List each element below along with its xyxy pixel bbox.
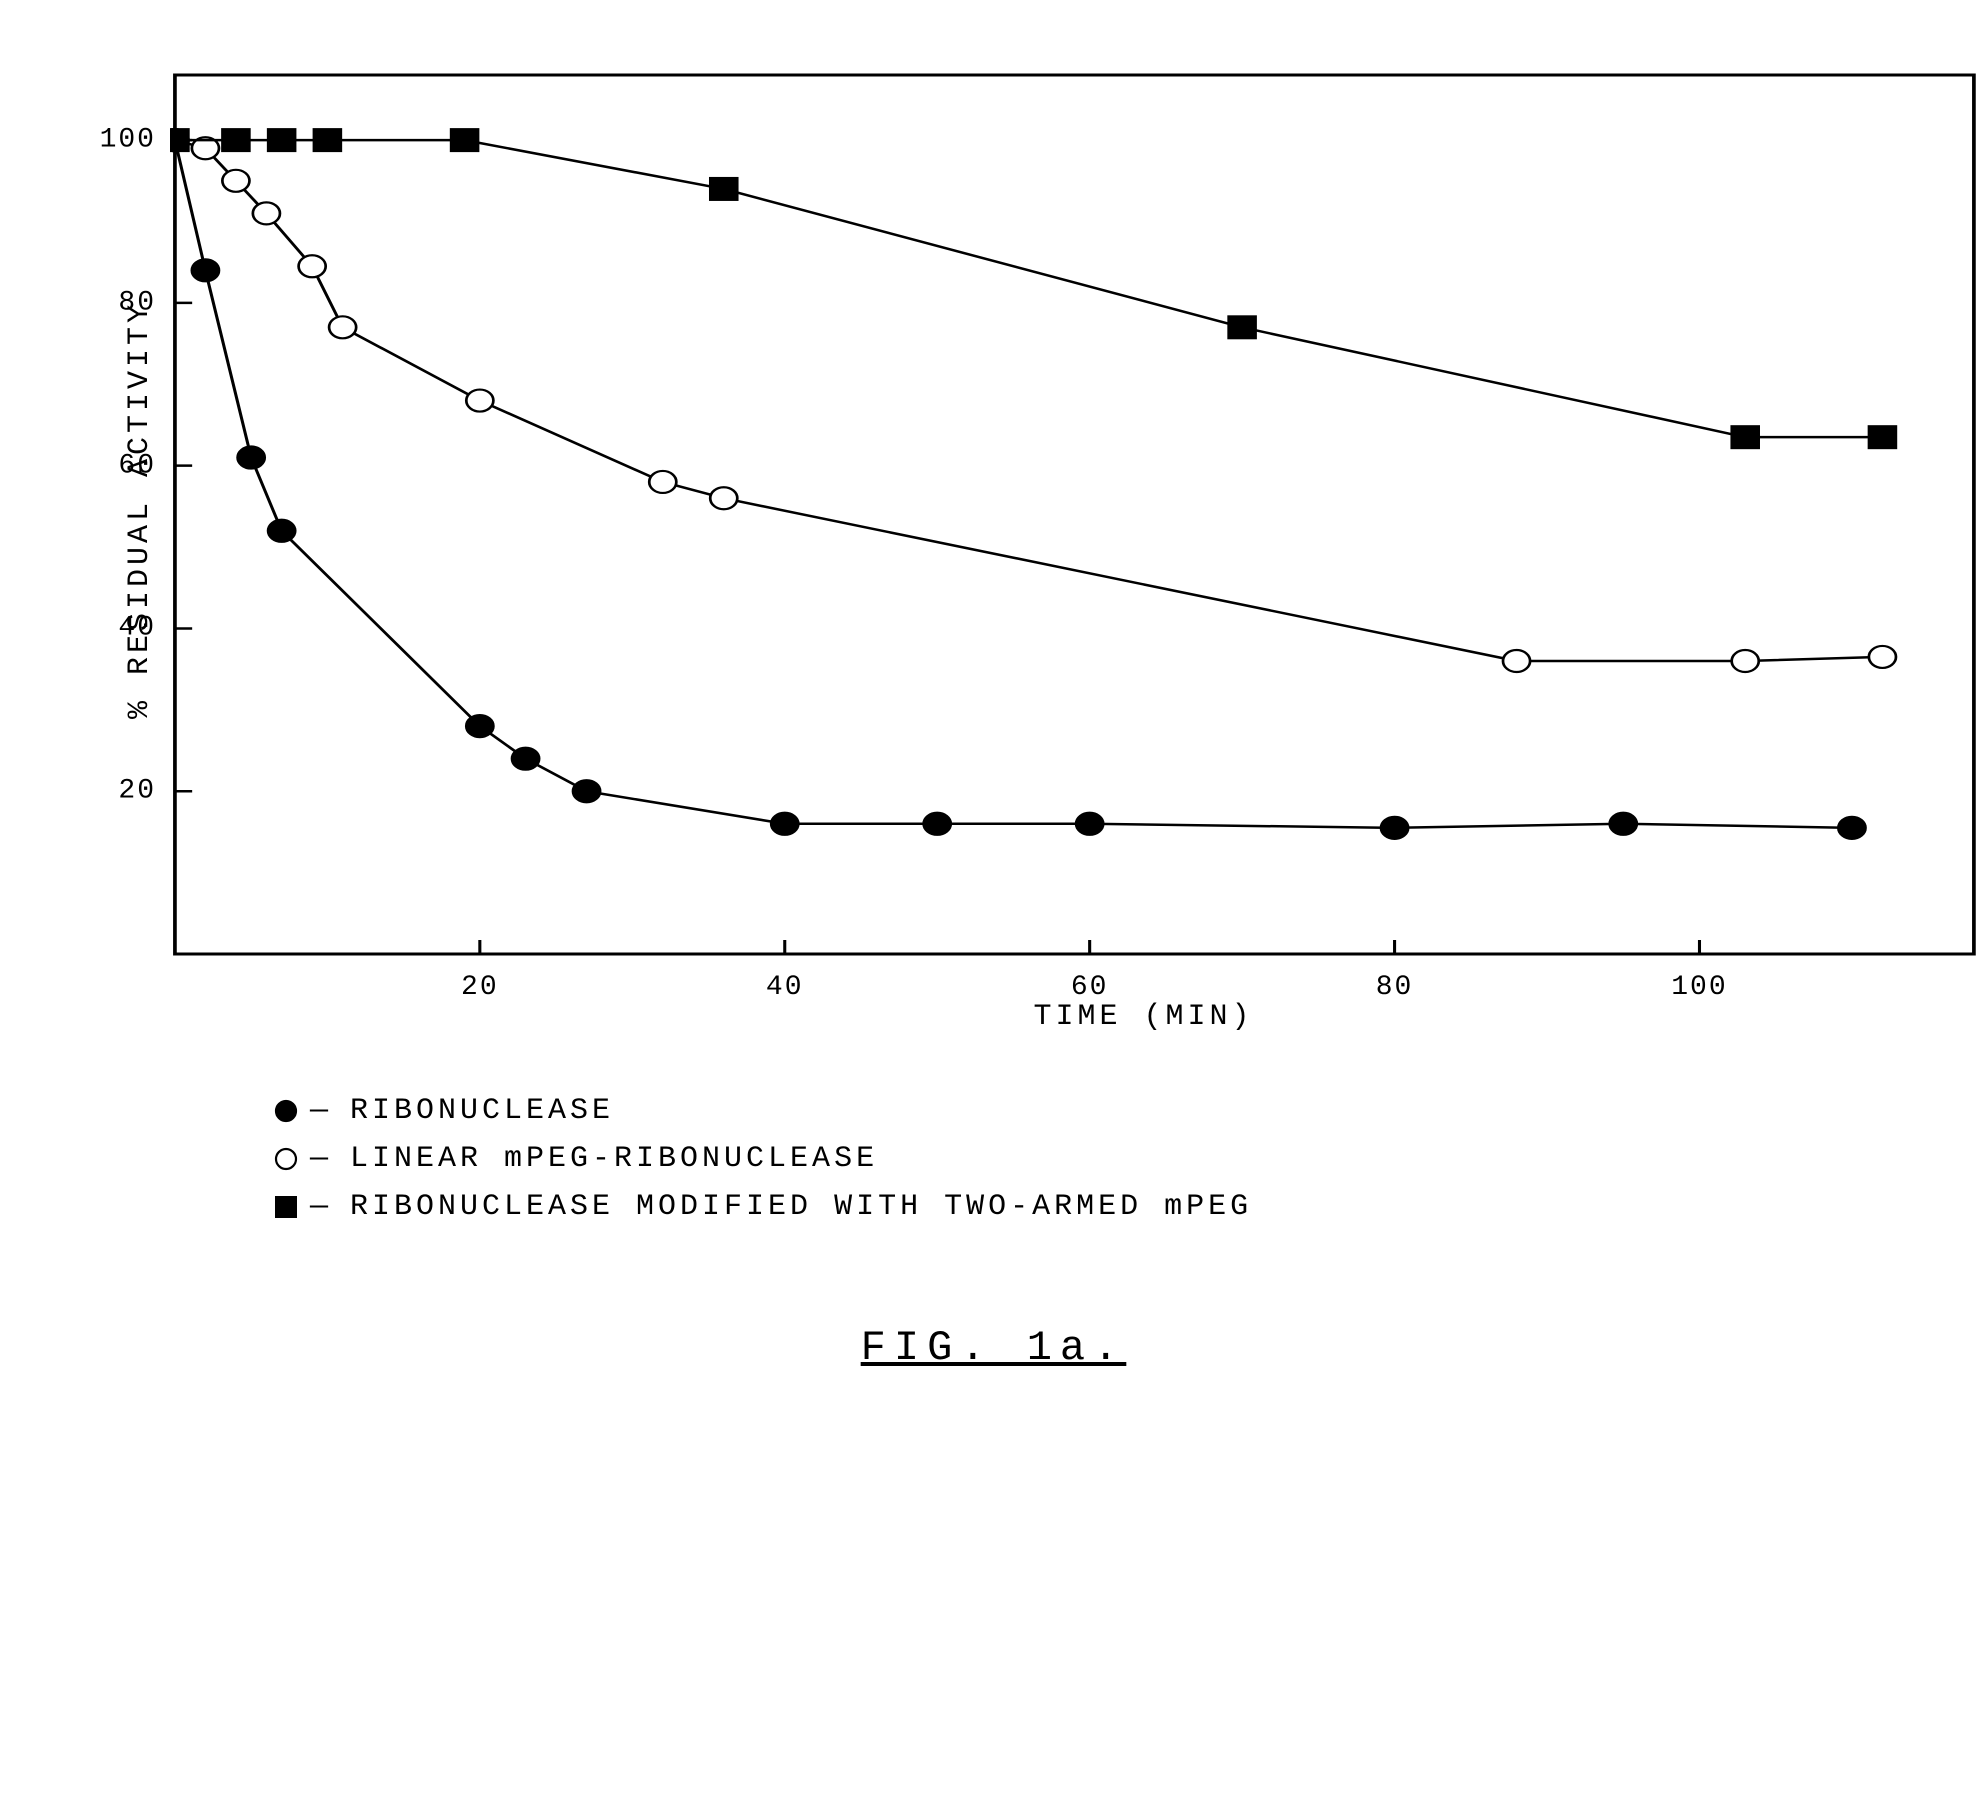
y-tick-label: 60 [118, 450, 156, 481]
legend-label: LINEAR mPEG-RIBONUCLEASE [350, 1142, 878, 1176]
chart-svg [170, 60, 1987, 960]
legend-label: RIBONUCLEASE MODIFIED WITH TWO-ARMED mPE… [350, 1190, 1252, 1224]
legend-label: RIBONUCLEASE [350, 1094, 614, 1128]
plot-area: % RESIDUAL ACTIVITY 20406080100 20406080… [170, 60, 1987, 960]
x-tick-label: 80 [1376, 972, 1414, 1003]
y-tick-label: 20 [118, 776, 156, 807]
filled-square-icon [270, 1191, 302, 1223]
legend-item-ribonuclease: —RIBONUCLEASE [270, 1094, 1917, 1128]
legend-item-two-armed-mpeg: —RIBONUCLEASE MODIFIED WITH TWO-ARMED mP… [270, 1190, 1917, 1224]
legend-item-linear-mpeg: —LINEAR mPEG-RIBONUCLEASE [270, 1142, 1917, 1176]
x-tick-label: 40 [766, 972, 804, 1003]
y-tick-label: 40 [118, 613, 156, 644]
filled-circle-icon [270, 1095, 302, 1127]
x-tick-label: 60 [1071, 972, 1109, 1003]
series-ribonuclease [170, 129, 1865, 839]
series-linear-mpeg [170, 129, 1896, 672]
series-two-armed-mpeg [170, 129, 1896, 448]
y-axis-label: % RESIDUAL ACTIVITY [123, 301, 157, 719]
x-tick-label: 20 [461, 972, 499, 1003]
y-tick-label: 80 [118, 287, 156, 318]
figure-caption: FIG. 1a. [70, 1324, 1917, 1372]
x-tick-label: 100 [1671, 972, 1727, 1003]
y-tick-label: 100 [100, 125, 156, 156]
chart-container: % RESIDUAL ACTIVITY 20 40 60 80 100 20 40 60 80… [70, 60, 1917, 1372]
legend: —RIBONUCLEASE —LINEAR mPEG-RIBONUCLEASE —R… [270, 1094, 1917, 1224]
open-circle-icon [270, 1143, 302, 1175]
x-axis-label: TIME (MIN) [370, 1000, 1917, 1034]
